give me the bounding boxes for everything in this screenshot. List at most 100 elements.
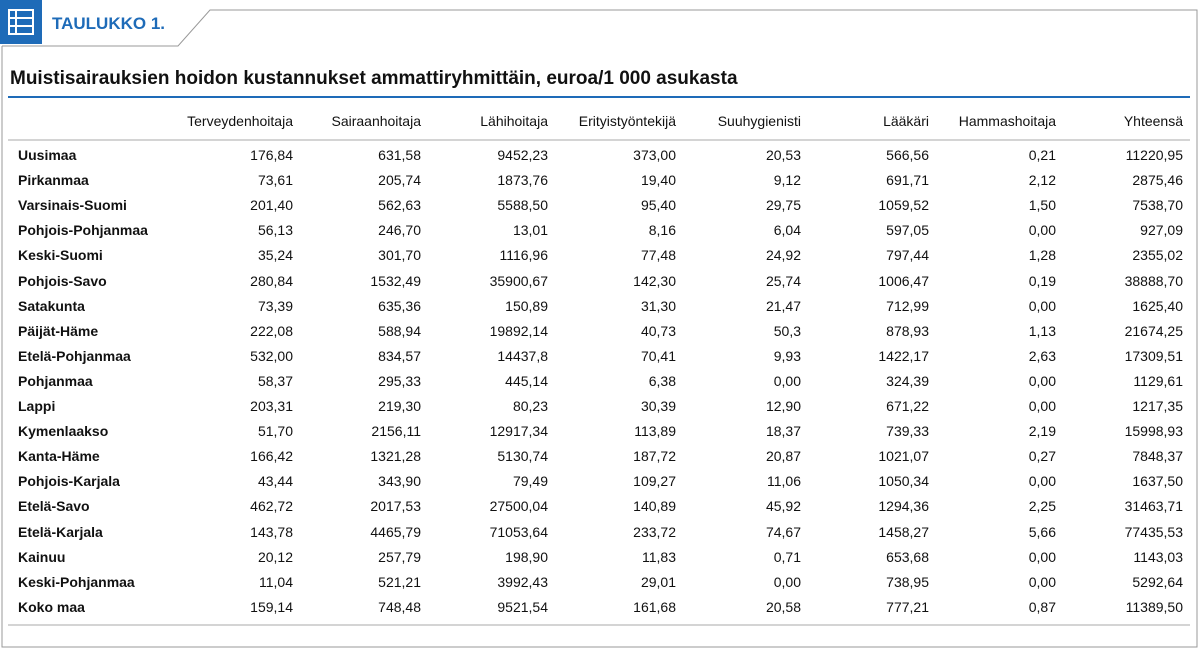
cell: 1458,27 xyxy=(878,523,929,540)
cell: 445,14 xyxy=(505,372,548,389)
cell: 21,47 xyxy=(765,297,801,314)
cell: 71053,64 xyxy=(489,523,548,540)
row-label: Pohjois-Savo xyxy=(18,272,107,289)
column-header: Erityistyöntekijä xyxy=(578,113,676,129)
row-label: Keski-Pohjanmaa xyxy=(18,573,135,590)
cell: 20,58 xyxy=(765,598,801,615)
cell: 7848,37 xyxy=(1132,448,1183,465)
cell: 31463,71 xyxy=(1124,498,1183,515)
row-label: Etelä-Pohjanmaa xyxy=(18,347,131,364)
cell: 0,00 xyxy=(1028,222,1056,239)
cell: 77435,53 xyxy=(1124,523,1183,540)
cell: 50,3 xyxy=(773,322,801,339)
cell: 11,04 xyxy=(259,573,293,590)
cell: 27500,04 xyxy=(489,498,548,515)
row-label: Satakunta xyxy=(18,297,85,314)
cell: 219,30 xyxy=(378,398,421,414)
cell: 51,70 xyxy=(257,423,293,440)
cell: 562,63 xyxy=(378,197,421,214)
row-label: Etelä-Karjala xyxy=(18,523,103,540)
cell: 1637,50 xyxy=(1132,473,1183,490)
cell: 17309,51 xyxy=(1124,347,1183,364)
cell: 35900,67 xyxy=(489,272,548,289)
cell: 222,08 xyxy=(250,322,293,339)
cell: 0,00 xyxy=(1028,548,1056,565)
cell: 1143,03 xyxy=(1133,548,1183,565)
cell: 73,39 xyxy=(257,297,293,314)
cell: 0,00 xyxy=(1028,372,1056,389)
cell: 9452,23 xyxy=(497,147,548,163)
cell: 0,00 xyxy=(1028,398,1056,414)
cell: 246,70 xyxy=(378,222,421,239)
row-label: Varsinais-Suomi xyxy=(18,197,127,214)
cell: 295,33 xyxy=(378,372,421,389)
cell: 24,92 xyxy=(765,247,801,264)
cell: 201,40 xyxy=(250,197,293,214)
cell: 29,01 xyxy=(640,573,676,590)
cell: 29,75 xyxy=(765,197,801,214)
cell: 671,22 xyxy=(886,398,929,414)
cell: 35,24 xyxy=(257,247,293,264)
cell: 280,84 xyxy=(250,272,293,289)
cell: 0,00 xyxy=(1028,473,1056,490)
cell: 58,37 xyxy=(257,372,293,389)
row-label: Pirkanmaa xyxy=(18,172,89,189)
row-label: Kanta-Häme xyxy=(18,448,100,465)
cell: 2875,46 xyxy=(1132,172,1183,189)
cell: 2017,53 xyxy=(370,498,421,515)
row-label: Etelä-Savo xyxy=(18,498,90,515)
cell: 4465,79 xyxy=(370,523,421,540)
cell: 1050,34 xyxy=(878,473,929,490)
cell: 1021,07 xyxy=(878,448,929,465)
cell: 7538,70 xyxy=(1132,197,1183,214)
cell: 1422,17 xyxy=(878,347,929,364)
cell: 6,04 xyxy=(773,222,801,239)
cell: 38888,70 xyxy=(1124,272,1183,289)
cell: 878,93 xyxy=(886,322,929,339)
row-label: Uusimaa xyxy=(18,147,77,163)
cell: 5130,74 xyxy=(497,448,548,465)
column-header: Sairaanhoitaja xyxy=(331,113,421,129)
cell: 11,06 xyxy=(767,473,801,490)
cell: 0,00 xyxy=(1028,297,1056,314)
cell: 79,49 xyxy=(512,473,548,490)
cell: 45,92 xyxy=(765,498,801,515)
cell: 691,71 xyxy=(886,172,929,189)
cell: 343,90 xyxy=(378,473,421,490)
cell: 1,50 xyxy=(1028,197,1056,214)
cell: 150,89 xyxy=(505,297,548,314)
cell: 31,30 xyxy=(640,297,676,314)
cell: 11389,50 xyxy=(1125,598,1183,615)
cell: 1116,96 xyxy=(499,247,548,264)
cell: 161,68 xyxy=(633,598,676,615)
cell: 12917,34 xyxy=(489,423,548,440)
table-title: Muistisairauksien hoidon kustannukset am… xyxy=(10,68,738,89)
cell: 301,70 xyxy=(378,247,421,264)
cell: 257,79 xyxy=(378,548,421,565)
cell: 1294,36 xyxy=(878,498,929,515)
cell: 2355,02 xyxy=(1132,247,1183,264)
cell: 653,68 xyxy=(886,548,929,565)
cell: 738,95 xyxy=(886,573,929,590)
cell: 1,28 xyxy=(1028,247,1056,264)
cell: 30,39 xyxy=(640,398,676,414)
cell: 21674,25 xyxy=(1124,322,1183,339)
cell: 43,44 xyxy=(257,473,293,490)
cell: 1532,49 xyxy=(370,272,421,289)
cell: 0,27 xyxy=(1028,448,1056,465)
cell: 739,33 xyxy=(886,423,929,440)
column-header: Terveydenhoitaja xyxy=(187,113,293,129)
cell: 0,19 xyxy=(1028,272,1056,289)
cell: 797,44 xyxy=(886,247,929,264)
cell: 1873,76 xyxy=(497,172,548,189)
cell: 588,94 xyxy=(378,322,421,339)
cell: 2,25 xyxy=(1028,498,1056,515)
cell: 635,36 xyxy=(378,297,421,314)
cell: 159,14 xyxy=(250,598,293,615)
cell: 1217,35 xyxy=(1132,398,1183,414)
table-icon xyxy=(8,9,34,35)
cell: 5,66 xyxy=(1028,523,1056,540)
cell: 140,89 xyxy=(633,498,676,515)
